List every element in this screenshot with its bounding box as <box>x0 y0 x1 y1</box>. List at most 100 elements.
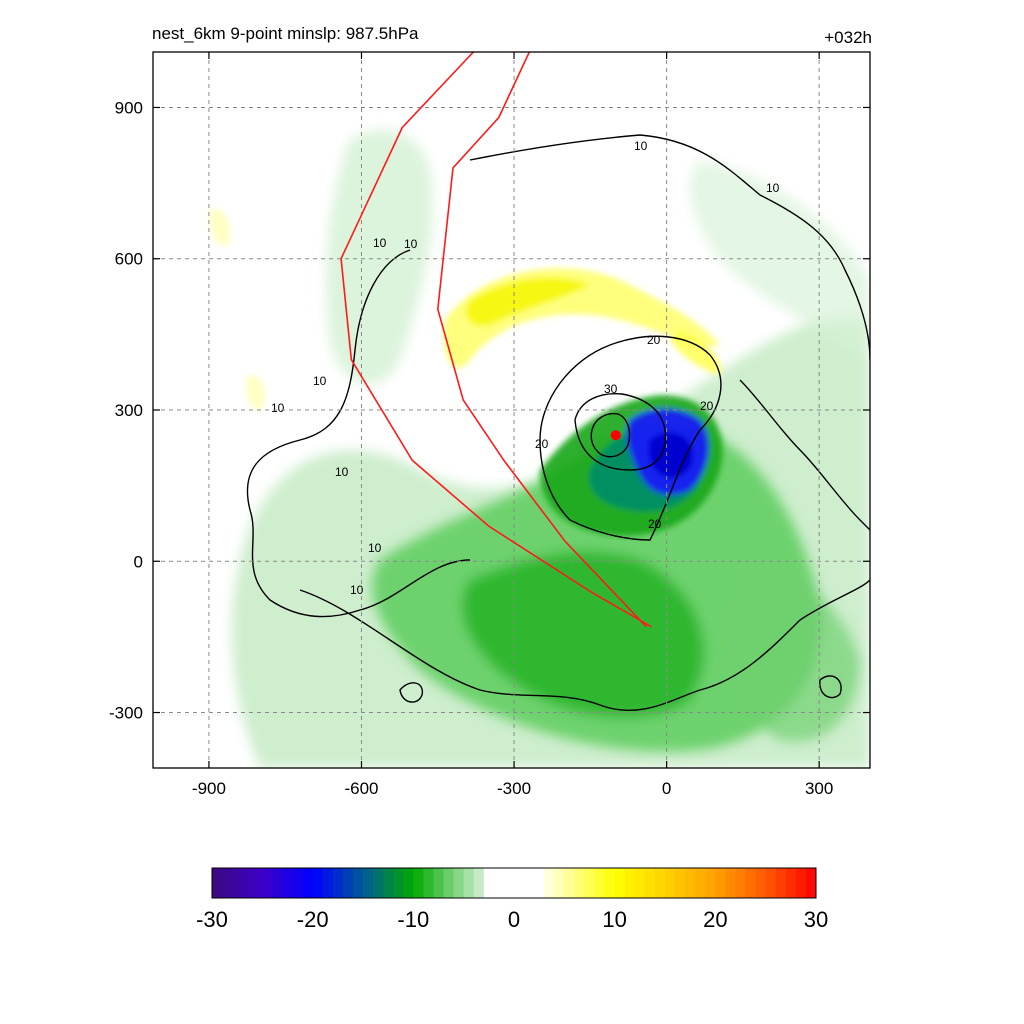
colorbar-cell <box>584 868 595 898</box>
colorbar-cell <box>524 868 535 898</box>
colorbar-cell <box>554 868 565 898</box>
colorbar-cell <box>312 868 324 898</box>
contours <box>246 134 870 712</box>
colorbar-cell <box>393 868 404 898</box>
colorbar-cell <box>725 868 736 898</box>
colorbar-cell <box>624 868 636 898</box>
contour-30 <box>574 393 667 471</box>
colorbar-cell <box>363 868 374 898</box>
contour-core <box>590 412 631 458</box>
colorbar-cell <box>463 868 475 898</box>
colorbar-cell <box>735 868 746 898</box>
y-tick-label: 300 <box>115 401 143 420</box>
colorbar-cell <box>634 868 646 898</box>
colorbar-frame <box>211 867 817 899</box>
colorbar-cell <box>232 868 243 898</box>
axis-ticks: -900 -600 -300 0 300 -300 0 300 600 900 <box>109 52 870 798</box>
colorbar-cell <box>785 868 797 898</box>
red-line-2 <box>436 52 647 628</box>
colorbar-cell <box>413 868 424 898</box>
contour-label: 20 <box>647 333 661 347</box>
colorbar-cell <box>222 868 233 898</box>
colorbar-cell <box>544 868 555 898</box>
colorbar-cell <box>302 868 314 898</box>
red-line-1 <box>340 52 652 628</box>
colorbar-cell <box>212 868 223 898</box>
colorbar-tick-label: 0 <box>508 907 520 932</box>
contour-label: 10 <box>350 583 364 597</box>
colorbar-cell <box>373 868 384 898</box>
colorbar-cell <box>745 868 756 898</box>
colorbar-cell <box>534 868 545 898</box>
colorbar-cell <box>765 868 777 898</box>
contour-10-outer <box>469 134 870 361</box>
contour-label: 10 <box>368 541 382 555</box>
colorbar-tick-label: 30 <box>804 907 828 932</box>
colorbar-cell <box>665 868 676 898</box>
contour-label: 20 <box>535 437 549 451</box>
colorbar-cell <box>292 868 303 898</box>
colorbar-cell <box>423 868 434 898</box>
contour-label: 30 <box>604 382 618 396</box>
contour-10-blob-a <box>399 682 424 703</box>
filled-field <box>209 130 870 768</box>
colorbar-cell <box>403 868 414 898</box>
colorbar-cell <box>473 868 485 898</box>
contour-10-west <box>246 249 471 618</box>
colorbar-cell <box>352 868 364 898</box>
colorbar-cell <box>654 868 666 898</box>
x-tick-label: 0 <box>662 779 671 798</box>
x-tick-label: -600 <box>344 779 378 798</box>
y-tick-label: 0 <box>134 552 143 571</box>
colorbar-cell <box>755 868 767 898</box>
storm-center-marker <box>610 430 621 441</box>
colorbar-cell <box>514 868 525 898</box>
colorbar-cell <box>453 868 465 898</box>
colorbar-cell <box>383 868 394 898</box>
colorbar-cell <box>614 868 626 898</box>
red-lines <box>340 52 652 628</box>
x-tick-label: -900 <box>192 779 226 798</box>
contour-label: 20 <box>700 399 714 413</box>
contour-label: 10 <box>404 237 418 251</box>
contour-label: 10 <box>271 401 285 415</box>
colorbar-cell <box>272 868 283 898</box>
contour-labels: 10 10 10 10 10 10 10 10 10 20 20 20 30 2… <box>271 139 780 597</box>
colorbar-cell <box>342 868 354 898</box>
colorbar-tick-label: -30 <box>196 907 228 932</box>
colorbar-tick-label: 10 <box>602 907 626 932</box>
contour-10-east <box>739 379 870 531</box>
contour-20 <box>539 335 722 541</box>
y-tick-label: 600 <box>115 250 143 269</box>
colorbar-cell <box>242 868 253 898</box>
colorbar-cell <box>493 868 505 898</box>
contour-10-south <box>299 579 870 712</box>
x-tick-label: 300 <box>805 779 833 798</box>
y-tick-label: -300 <box>109 704 143 723</box>
colorbar-cell <box>433 868 444 898</box>
x-tick-label: -300 <box>497 779 531 798</box>
colorbar-cell <box>443 868 454 898</box>
colorbar-cell <box>332 868 344 898</box>
colorbar-cell <box>675 868 686 898</box>
colorbar: -30 -20 -10 0 10 20 30 <box>196 867 828 932</box>
colorbar-cell <box>644 868 656 898</box>
forecast-hour-label: +032h <box>824 28 872 47</box>
colorbar-cell <box>775 868 787 898</box>
contour-label: 10 <box>313 374 327 388</box>
colorbar-cell <box>252 868 263 898</box>
colorbar-cell <box>594 868 605 898</box>
contour-label: 10 <box>373 236 387 250</box>
colorbar-cell <box>685 868 696 898</box>
mid-green-field <box>372 427 860 752</box>
dark-field <box>540 395 723 536</box>
colorbar-cell <box>262 868 273 898</box>
colorbar-cell <box>282 868 293 898</box>
contour-label: 10 <box>766 181 780 195</box>
colorbar-cell <box>322 868 334 898</box>
plot-title: nest_6km 9-point minslp: 987.5hPa <box>152 24 419 43</box>
colorbar-cell <box>795 868 807 898</box>
colorbar-cell <box>695 868 706 898</box>
